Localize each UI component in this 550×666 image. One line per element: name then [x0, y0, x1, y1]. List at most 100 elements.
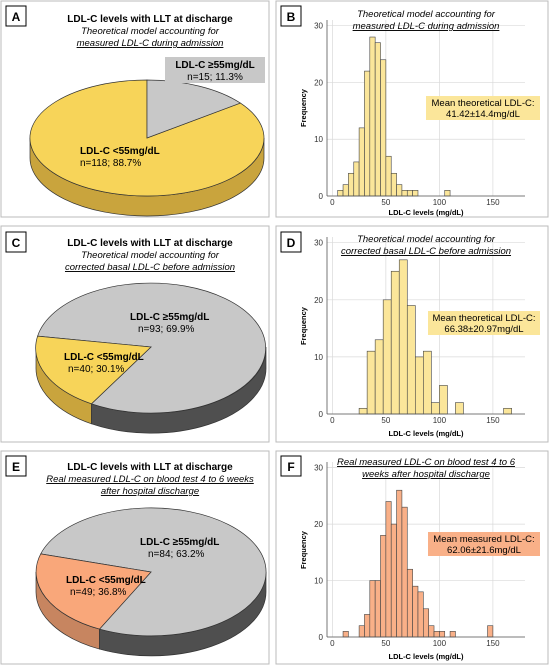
panel-c-letter: C — [12, 236, 21, 250]
panel-d-ytick-label: 20 — [314, 296, 323, 305]
panel-d-letter: D — [287, 236, 296, 250]
panel-d-annotation-1: Mean theoretical LDL-C: — [433, 313, 536, 324]
panel-f-title-1: Real measured LDL-C on blood test 4 to 6 — [337, 457, 516, 468]
panel-b-bar — [369, 36, 376, 197]
pie-e-label-lt55-name: LDL-C <55mg/dL — [66, 575, 146, 586]
panel-d-bar — [366, 350, 376, 415]
panel-c-subtitle-1: Theoretical model accounting for — [81, 250, 220, 261]
panel-b-bar — [380, 59, 387, 197]
panel-f-bar — [428, 625, 435, 638]
pie-e-label-ge55-name: LDL-C ≥55mg/dL — [140, 537, 219, 548]
panel-b: B 0 50 100 150 0 10 20 30 Theoretical model acc… — [275, 0, 549, 218]
panel-b-ytick-label: 0 — [319, 192, 324, 201]
panel-b-ytick-label: 20 — [314, 78, 323, 87]
panel-e-subtitle-1: Real measured LDL-C on blood test 4 to 6… — [46, 474, 254, 485]
panel-e-subtitle-2: after hospital discharge — [101, 486, 199, 497]
panel-d-xtick-label: 100 — [433, 416, 447, 425]
pie-a-label-lt55-value: n=118; 88.7% — [80, 158, 141, 169]
panel-f-annotation-2: 62.06±21.6mg/dL — [447, 545, 521, 556]
panel-d-bar — [414, 356, 424, 415]
panel-f-bar — [401, 506, 408, 638]
panel-f-bar — [487, 625, 494, 638]
panel-b-bar — [401, 190, 408, 197]
panel-c: C LDL-C levels with LLT at discharge The… — [0, 225, 270, 443]
panel-f-annotation-bg — [428, 532, 540, 556]
panel-d-title-2: corrected basal LDL-C before admission — [341, 246, 511, 257]
panel-f-bar — [342, 631, 349, 638]
pie-c-slice-lt55 — [35, 335, 152, 405]
panel-d-bar — [390, 270, 400, 415]
panel-d-bar — [382, 299, 392, 415]
panel-d-bar — [431, 402, 440, 415]
panel-f-xtick-label: 150 — [486, 639, 500, 648]
panel-d-bar — [423, 350, 432, 415]
panel-f-bar — [406, 568, 413, 638]
panel-f-bar — [369, 580, 376, 638]
panel-f-bar — [439, 631, 446, 638]
panel-b-bar — [396, 184, 403, 197]
panel-f-bar — [423, 608, 429, 638]
pie-a — [29, 79, 265, 217]
panel-f-ytick-label: 0 — [319, 633, 324, 642]
panel-b-title-1: Theoretical model accounting for — [357, 9, 496, 20]
panel-f-bar — [412, 585, 419, 638]
panel-d-bar — [439, 385, 448, 415]
pie-e-slice-ge55 — [40, 507, 267, 637]
panel-f: F 0 50 100 150 0 10 20 30 Real measured LDL-C o… — [275, 450, 549, 665]
pie-c-label-lt55-value: n=40; 30.1% — [68, 364, 125, 375]
panel-f-letter: F — [287, 460, 294, 474]
pie-e — [35, 507, 267, 657]
panel-d-bar — [503, 407, 512, 415]
panel-d-ytick-label: 0 — [319, 410, 324, 419]
panel-e-frame — [0, 450, 270, 665]
panel-d-frame — [275, 225, 549, 443]
panel-d-ytick-label: 10 — [314, 353, 323, 362]
panel-d-title-1: Theoretical model accounting for — [357, 234, 496, 245]
pie-c-label-ge55-value: n=93; 69.9% — [138, 324, 195, 335]
pie-a-label-ge55-value: n=15; 11.3% — [187, 72, 243, 83]
panel-d-xtick-label: 150 — [486, 416, 500, 425]
pie-a-label-ge55-name: LDL-C ≥55mg/dL — [175, 60, 254, 71]
panel-b-bar — [364, 70, 371, 197]
panel-d-annotation-2: 66.38±20.97mg/dL — [444, 324, 523, 335]
panel-f-ytick-label: 30 — [314, 464, 323, 473]
panel-b-xtick-label: 0 — [330, 198, 335, 207]
panel-f-bar — [385, 501, 392, 638]
panel-a-subtitle-1: Theoretical model accounting for — [81, 26, 220, 37]
panel-d-bar — [455, 402, 464, 415]
panel-b-annotation-bg — [426, 96, 540, 120]
panel-f-ytick-label: 20 — [314, 520, 323, 529]
panel-b-bar — [342, 184, 349, 197]
panel-b-bar — [406, 190, 413, 197]
panel-d-letter-box — [280, 231, 302, 253]
panel-c-letter-box — [5, 231, 27, 253]
panel-d-bar — [406, 305, 416, 415]
panel-f-xlabel: LDL-C levels (mg/dL) — [388, 652, 464, 661]
pie-c-label-ge55-name: LDL-C ≥55mg/dL — [130, 312, 209, 323]
panel-f-bar — [433, 631, 440, 638]
panel-f-xtick-label: 0 — [330, 639, 335, 648]
panel-a: A LDL-C levels with LLT at discharge The… — [0, 0, 270, 218]
panel-b-bar — [390, 172, 397, 197]
panel-d-annotation-bg — [428, 311, 540, 335]
panel-e-title: LDL-C levels with LLT at discharge — [67, 462, 233, 473]
panel-a-title: LDL-C levels with LLT at discharge — [67, 14, 233, 25]
panel-b-bars — [337, 36, 451, 197]
panel-b-annotation-1: Mean theoretical LDL-C: — [432, 98, 535, 109]
panel-b-bar — [374, 42, 381, 197]
panel-f-bar — [417, 591, 424, 638]
panel-b-bar — [412, 190, 419, 197]
panel-b-ylabel: Frequency — [299, 88, 308, 127]
panel-b-annotation-2: 41.42±14.4mg/dL — [446, 109, 520, 120]
panel-b-xtick-label: 100 — [433, 198, 447, 207]
panel-b-letter-box — [280, 5, 302, 27]
panel-f-frame — [275, 450, 549, 665]
pie-e-label-lt55-value: n=49; 36.8% — [70, 587, 127, 598]
panel-d: D 0 50 100 150 0 10 20 30 Theoretical model acc… — [275, 225, 549, 443]
panel-b-bar — [385, 155, 392, 197]
panel-a-frame — [0, 0, 270, 218]
panel-c-subtitle-2: corrected basal LDL-C before admission — [65, 262, 235, 273]
panel-d-bars — [358, 259, 512, 415]
panel-c-title: LDL-C levels with LLT at discharge — [67, 238, 233, 249]
